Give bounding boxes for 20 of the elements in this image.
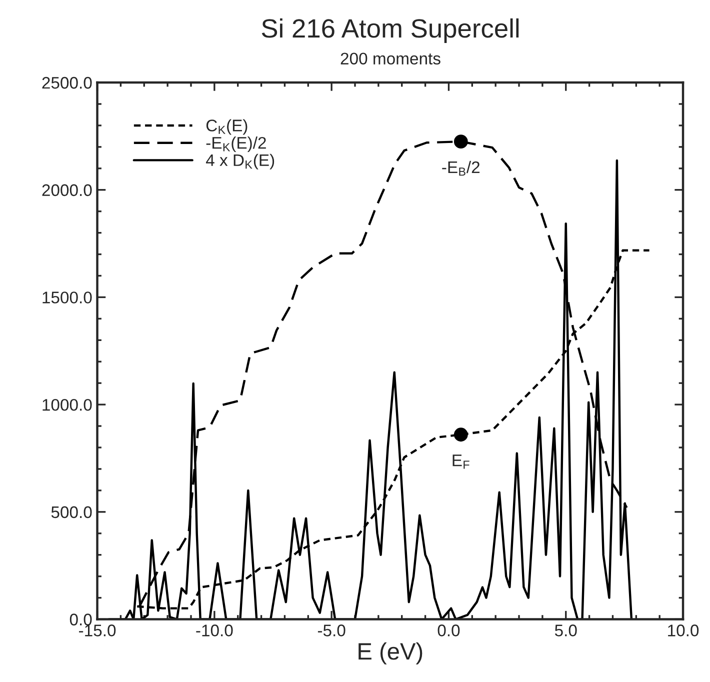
y-tick-label: 1000.0 [42, 398, 92, 411]
legend-label: -E$_{K}$(E)/2 [206, 136, 266, 152]
y-tick-label: 2500.0 [42, 76, 92, 89]
legend-label: 4 x D$_{K}$(E) [206, 154, 274, 170]
x-tick-label: 0.0 [438, 624, 460, 636]
x-tick-label: 10.0 [668, 624, 699, 636]
x-tick-label: 5.0 [554, 624, 577, 636]
x-tick-label: -15.0 [79, 624, 116, 636]
annotation: E$_{F}$ [452, 454, 470, 469]
y-tick-label: 500.0 [51, 506, 92, 518]
legend-label: C$_{K}$(E) [206, 119, 248, 135]
y-tick-label: 1500.0 [42, 292, 92, 304]
x-tick-label: -5.0 [318, 624, 346, 636]
annotation: -E$_{B}$/2 [442, 160, 480, 176]
chart-title: Si 216 Atom Supercell [262, 18, 519, 43]
x-tick-label: -10.0 [196, 624, 233, 636]
chart-subtitle: 200 moments [340, 52, 440, 64]
y-tick-label: 2000.0 [42, 184, 92, 196]
x-axis-title: E (eV) [358, 642, 422, 664]
y-tick-label: 0.0 [70, 614, 92, 626]
